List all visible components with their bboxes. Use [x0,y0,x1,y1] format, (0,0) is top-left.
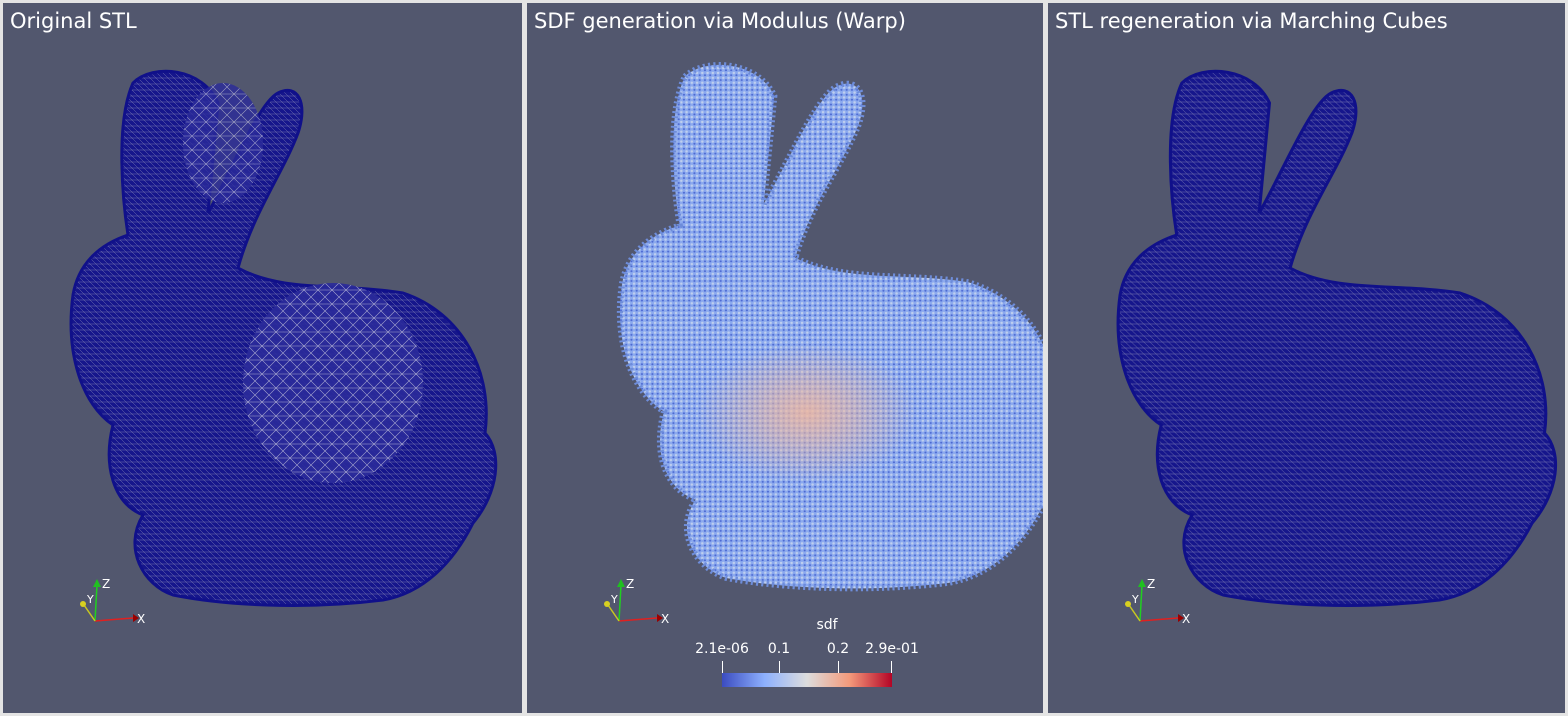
bunny-wireframe-original [69,69,498,607]
axis-z-label: Z [1147,577,1155,591]
axis-y-label: Y [610,593,618,606]
render-view-marching-cubes[interactable]: STL regeneration via Marching Cubes X Z … [1048,3,1565,713]
colorbar-tick: 2.1e-06 [695,641,749,657]
render-view-sdf[interactable]: SDF generation via Modulus (Warp) X Z Y … [527,3,1043,713]
colorbar-title: sdf [816,617,838,633]
axis-y-label: Y [86,593,94,606]
axes-triad: X Z Y [1125,577,1190,626]
colorbar-tick: 0.2 [826,641,850,657]
axes-triad: X Z Y [604,577,669,626]
axis-x-label: X [1182,612,1190,626]
colorbar-tick: 0.1 [767,641,791,657]
render-view-original-stl[interactable]: Original STL X Z Y [3,3,522,713]
view-title: Original STL [10,9,137,33]
axis-x-label: X [661,612,669,626]
colorbar-tick: 2.9e-01 [865,641,919,657]
axes-triad: X Z Y [80,577,145,626]
colorbar-gradient [722,673,892,687]
sdf-colorbar: sdf 2.1e-06 0.1 0.2 2.9e-01 [695,617,947,687]
bunny-sdf-points [527,3,1043,713]
axis-x-label: X [137,612,145,626]
axis-z-label: Z [102,577,110,591]
view-title: SDF generation via Modulus (Warp) [534,9,906,33]
axis-z-label: Z [626,577,634,591]
view-title: STL regeneration via Marching Cubes [1055,9,1448,33]
axis-y-label: Y [1131,593,1139,606]
